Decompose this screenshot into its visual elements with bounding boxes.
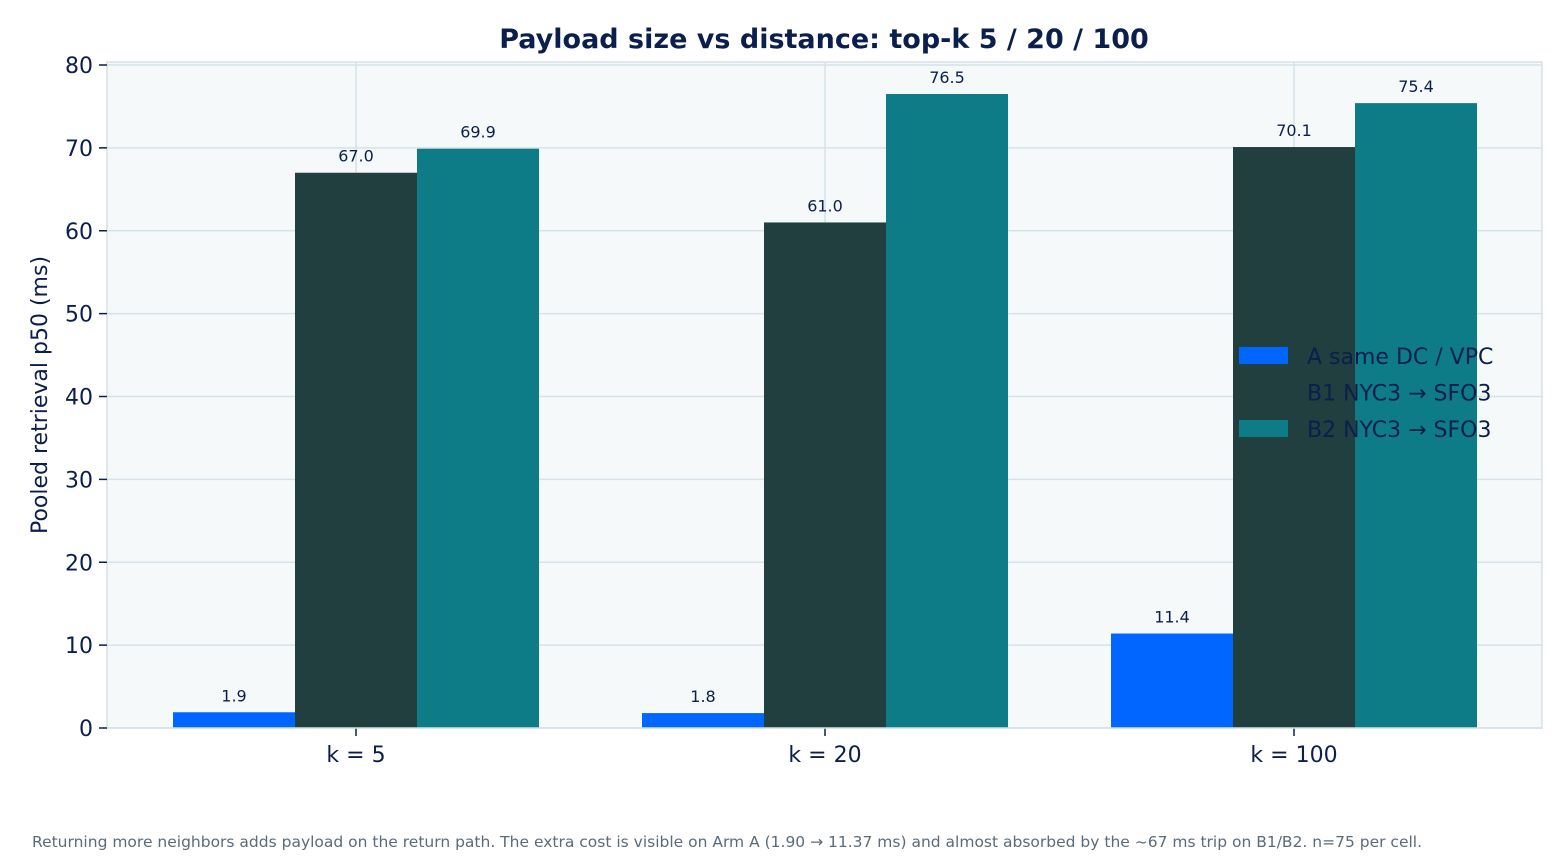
y-tick-label-2: 20 <box>65 551 93 576</box>
y-axis-label: Pooled retrieval p50 (ms) <box>28 256 53 534</box>
data-label-1-2: 70.1 <box>1276 121 1312 140</box>
legend-label-2: B2 NYC3 → SFO3 <box>1307 418 1492 443</box>
bar-2-0 <box>417 148 539 729</box>
legend: A same DC / VPC B1 NYC3 → SFO3 B2 NYC3 → S… <box>1239 345 1493 443</box>
y-axis: 0 10 20 30 40 50 60 70 80 <box>65 54 107 742</box>
data-labels: 1.9 67.0 69.9 1.8 61.0 76.5 11.4 70.1 75.4 <box>221 68 1434 706</box>
y-tick-label-6: 60 <box>65 220 93 245</box>
bar-0-2 <box>1111 633 1233 728</box>
data-label-0-2: 11.4 <box>1154 608 1190 627</box>
bar-1-0 <box>295 172 417 729</box>
bar-0-0 <box>173 712 295 728</box>
chart-title: Payload size vs distance: top-k 5 / 20 /… <box>499 24 1149 55</box>
chart-caption: Returning more neighbors adds payload on… <box>32 833 1422 851</box>
y-tick-label-4: 40 <box>65 386 93 411</box>
x-axis: k = 5 k = 20 k = 100 <box>107 727 1542 768</box>
legend-label-0: A same DC / VPC <box>1307 345 1493 370</box>
legend-swatch-2 <box>1239 420 1288 437</box>
y-tick-label-7: 70 <box>65 137 93 162</box>
y-tick-label-5: 50 <box>65 303 93 328</box>
data-label-0-1: 1.8 <box>690 687 715 706</box>
bar-0-1 <box>642 713 764 728</box>
y-tick-label-3: 30 <box>65 468 93 493</box>
data-label-2-2: 75.4 <box>1398 77 1434 96</box>
data-label-1-0: 67.0 <box>338 147 374 166</box>
y-tick-label-0: 0 <box>79 717 93 742</box>
data-label-2-0: 69.9 <box>460 123 496 142</box>
data-label-0-0: 1.9 <box>221 686 246 705</box>
x-tick-label-0: k = 5 <box>326 743 385 768</box>
bars <box>173 94 1477 729</box>
bar-2-2 <box>1355 103 1477 728</box>
data-label-1-1: 61.0 <box>807 196 843 215</box>
y-tick-label-1: 10 <box>65 634 93 659</box>
x-tick-label-2: k = 100 <box>1250 743 1337 768</box>
legend-swatch-1 <box>1239 383 1288 401</box>
bar-1-2 <box>1233 147 1355 728</box>
bar-2-1 <box>886 94 1008 729</box>
data-label-2-1: 76.5 <box>929 68 965 87</box>
legend-label-1: B1 NYC3 → SFO3 <box>1307 382 1492 407</box>
x-tick-label-1: k = 20 <box>788 743 861 768</box>
y-tick-label-8: 80 <box>65 54 93 79</box>
bar-1-1 <box>764 222 886 728</box>
legend-swatch-0 <box>1239 347 1288 364</box>
